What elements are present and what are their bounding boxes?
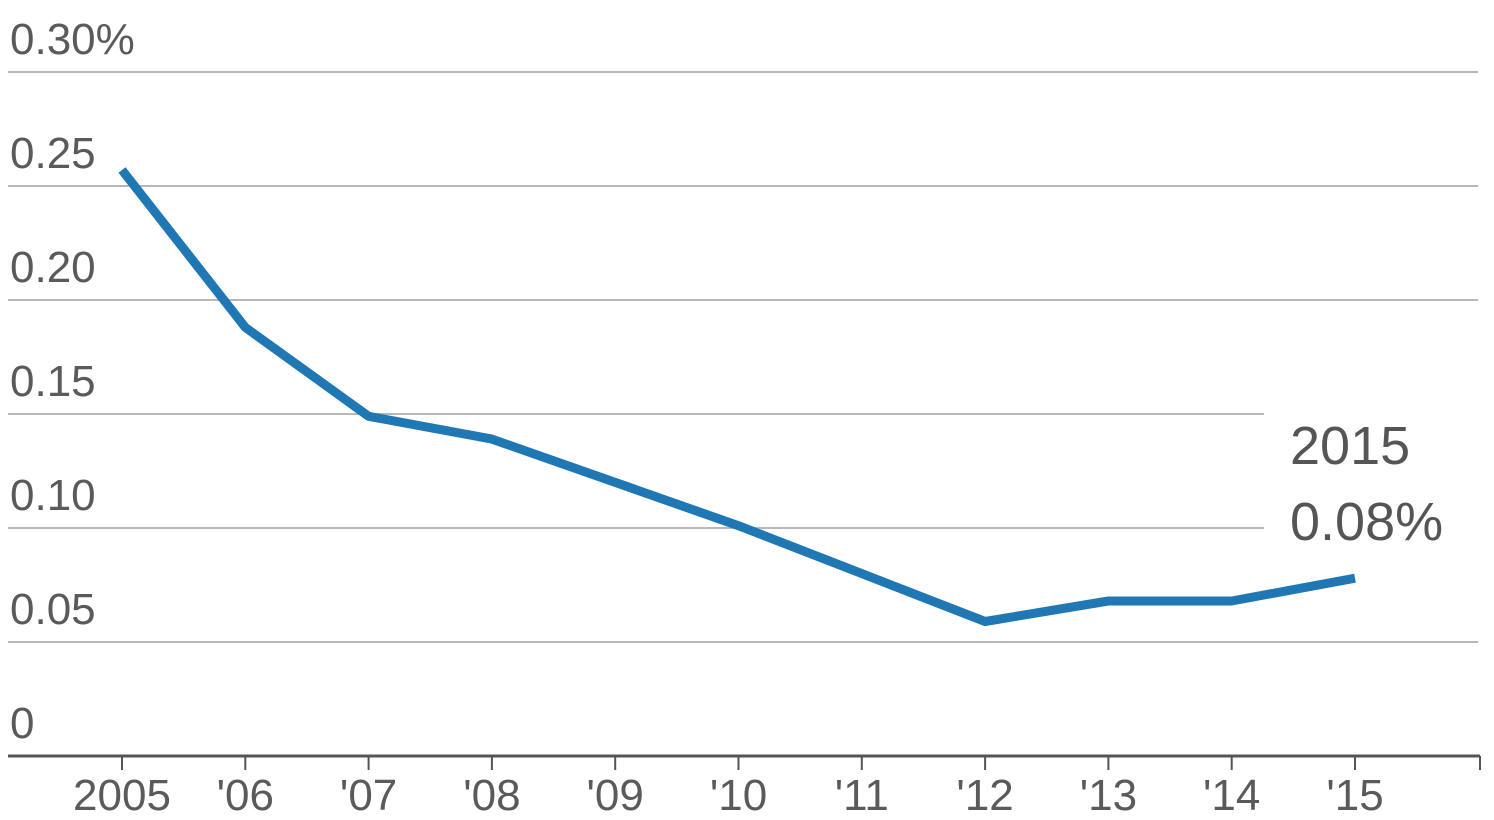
x-tick-label: '14 <box>1203 771 1260 820</box>
end-annotation: 2015 0.08% <box>1290 416 1443 552</box>
y-tick-label: 0 <box>10 699 34 748</box>
gridlines <box>8 71 1478 643</box>
y-tick-label: 0.20 <box>10 243 96 292</box>
series-line <box>118 167 1356 626</box>
x-tick-label: '15 <box>1326 771 1383 820</box>
annotation-value: 0.08% <box>1290 492 1443 552</box>
y-axis-tick-labels: 0 0.05 0.10 0.15 0.20 0.25 0.30% <box>10 15 135 748</box>
x-tick-label: 2005 <box>73 771 171 820</box>
y-tick-label: 0.30% <box>10 15 135 64</box>
x-tick-label: '09 <box>587 771 644 820</box>
x-tick-label: '10 <box>710 771 767 820</box>
y-tick-label: 0.15 <box>10 357 96 406</box>
x-tick-label: '08 <box>463 771 520 820</box>
x-tick-label: '11 <box>835 771 889 820</box>
y-tick-label: 0.10 <box>10 471 96 520</box>
x-tick-label: '06 <box>217 771 274 820</box>
y-tick-label: 0.25 <box>10 129 96 178</box>
x-tick-label: '13 <box>1080 771 1137 820</box>
y-tick-label: 0.05 <box>10 585 96 634</box>
annotation-year: 2015 <box>1290 416 1410 476</box>
x-tick-label: '07 <box>340 771 397 820</box>
series-layer <box>118 167 1356 626</box>
x-tick-label: '12 <box>956 771 1013 820</box>
x-axis: 2005 '06 '07 '08 '09 '10 '11 '12 '13 '14 '15 <box>8 754 1481 820</box>
